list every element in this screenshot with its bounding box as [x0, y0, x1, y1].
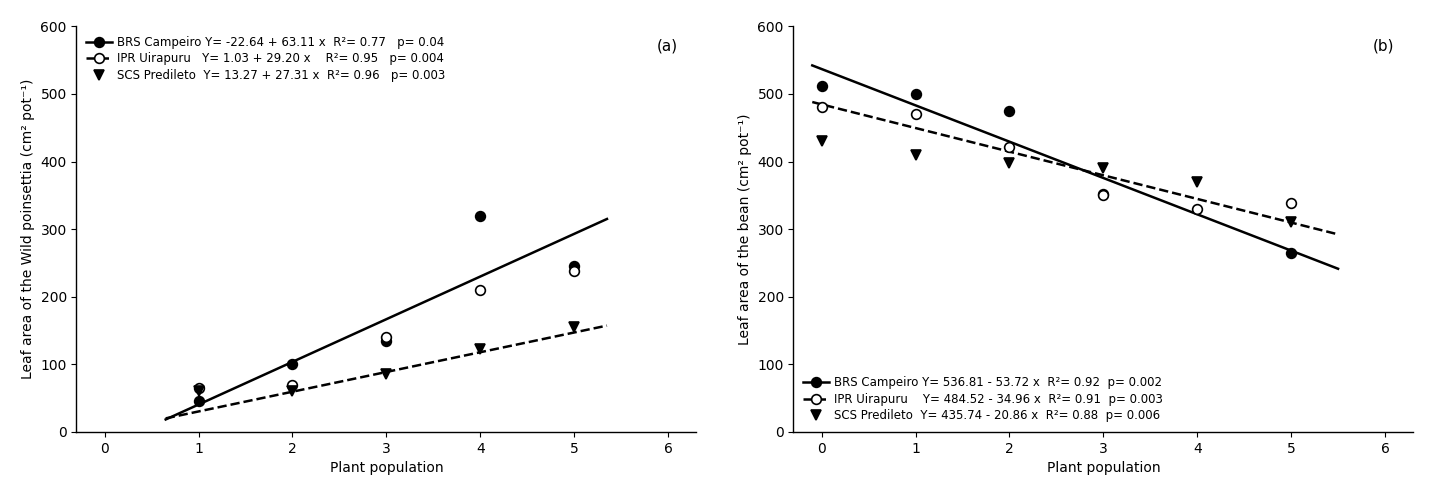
Y-axis label: Leaf area of the bean (cm² pot⁻¹): Leaf area of the bean (cm² pot⁻¹) [739, 114, 751, 345]
Legend: BRS Campeiro Y= -22.64 + 63.11 x  R²= 0.77   p= 0.04, IPR Uirapuru   Y= 1.03 + 2: BRS Campeiro Y= -22.64 + 63.11 x R²= 0.7… [82, 32, 449, 85]
Legend: BRS Campeiro Y= 536.81 - 53.72 x  R²= 0.92  p= 0.002, IPR Uirapuru    Y= 484.52 : BRS Campeiro Y= 536.81 - 53.72 x R²= 0.9… [799, 373, 1166, 426]
Text: (b): (b) [1374, 39, 1395, 54]
Text: (a): (a) [657, 39, 678, 54]
X-axis label: Plant population: Plant population [1047, 461, 1160, 475]
X-axis label: Plant population: Plant population [330, 461, 443, 475]
Y-axis label: Leaf area of the Wild poinsettia (cm² pot⁻¹): Leaf area of the Wild poinsettia (cm² po… [22, 79, 34, 379]
